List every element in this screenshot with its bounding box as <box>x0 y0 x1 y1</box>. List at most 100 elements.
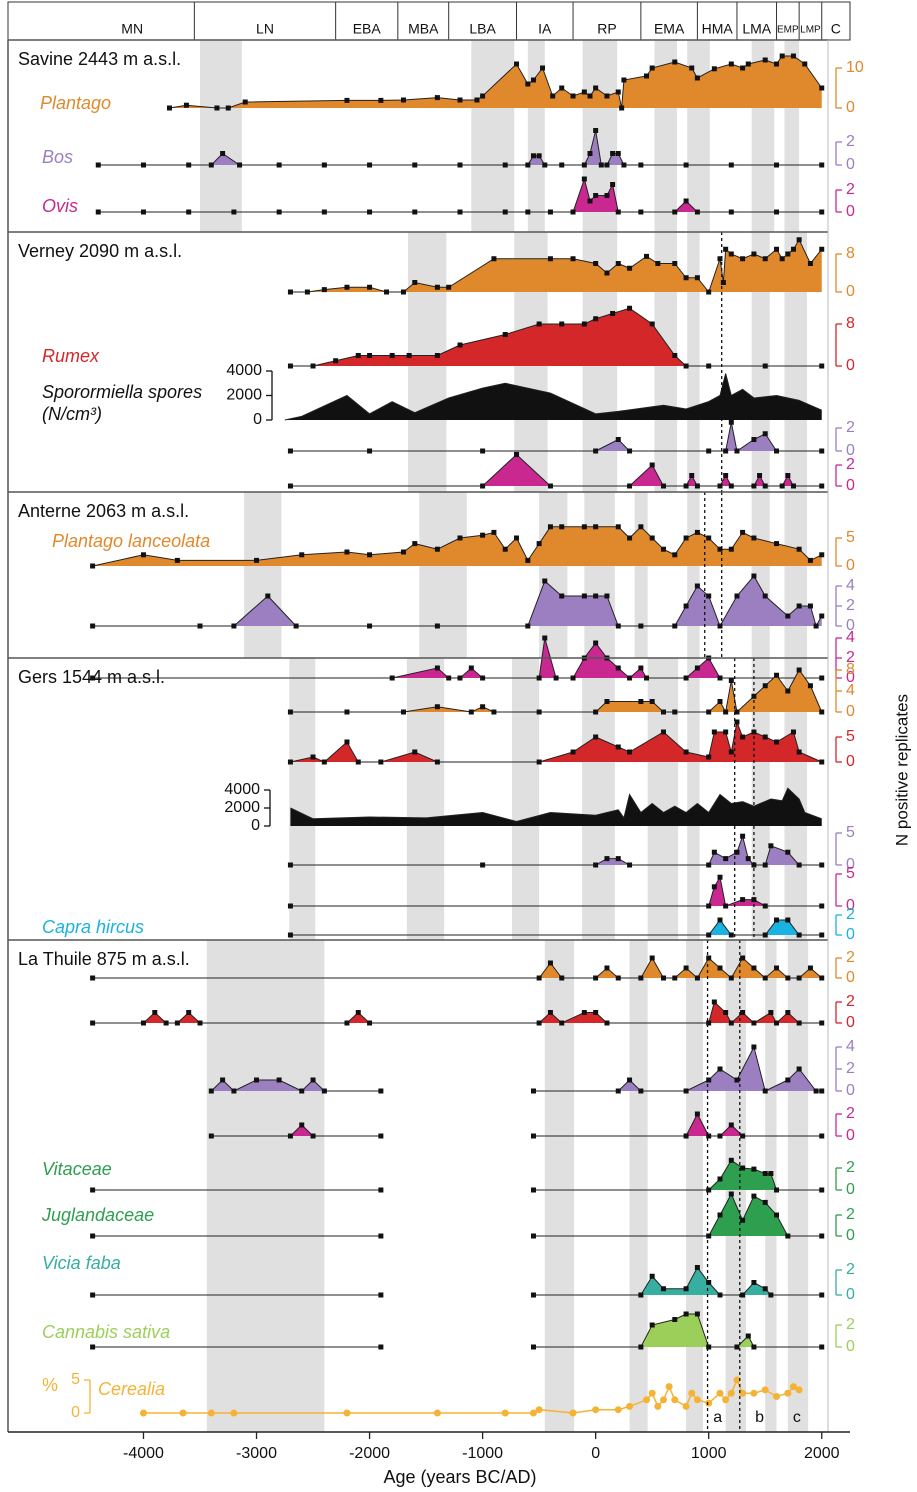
point <box>728 251 734 257</box>
point <box>683 675 689 681</box>
point <box>627 448 633 454</box>
point <box>796 1020 802 1026</box>
point <box>530 77 536 83</box>
area-fill <box>290 877 822 906</box>
area-fill <box>533 1114 822 1136</box>
point <box>819 1133 825 1139</box>
point <box>796 546 802 552</box>
point <box>762 975 768 981</box>
point <box>706 932 712 938</box>
point <box>796 749 802 755</box>
point <box>683 1088 689 1094</box>
point <box>480 675 486 681</box>
point <box>813 1088 819 1094</box>
point <box>570 93 576 99</box>
point <box>694 1311 700 1317</box>
point <box>530 1233 536 1239</box>
point <box>525 209 531 215</box>
point <box>446 675 452 681</box>
area-fill <box>284 373 822 420</box>
point <box>604 193 610 198</box>
point <box>733 1376 741 1384</box>
event-label: c <box>793 1409 801 1426</box>
point <box>819 85 825 91</box>
point <box>434 353 440 358</box>
point <box>649 462 655 468</box>
point <box>722 1396 730 1404</box>
panel-title: Verney 2090 m a.s.l. <box>18 241 182 261</box>
point <box>751 251 757 257</box>
point <box>581 593 587 599</box>
area-fill <box>211 1080 381 1091</box>
point <box>761 1386 769 1394</box>
point <box>694 483 700 489</box>
point <box>542 578 548 584</box>
point <box>480 862 486 868</box>
area-fill <box>533 1267 822 1295</box>
point <box>570 675 576 681</box>
point <box>728 61 734 67</box>
point <box>774 1187 780 1193</box>
point <box>619 105 625 111</box>
point <box>706 903 712 909</box>
series-name: Vicia faba <box>42 1253 121 1273</box>
point <box>610 151 616 156</box>
point <box>412 749 418 755</box>
point <box>659 1396 667 1404</box>
point <box>457 675 463 681</box>
point <box>581 1010 587 1015</box>
point <box>682 1402 690 1410</box>
point <box>530 1133 536 1139</box>
point <box>672 1317 678 1322</box>
point <box>706 1020 712 1026</box>
period-band <box>539 492 568 658</box>
point <box>638 623 644 629</box>
point <box>501 1409 509 1417</box>
point <box>819 1344 825 1350</box>
point <box>378 1187 384 1193</box>
point <box>480 532 486 538</box>
point <box>819 1088 825 1094</box>
point <box>638 699 644 704</box>
y-tick-label: 5 <box>846 865 855 882</box>
x-tick-label: 2000 <box>804 1445 840 1462</box>
point <box>819 1020 825 1026</box>
area-outline <box>92 1159 822 1191</box>
area-fill <box>92 576 822 626</box>
point <box>615 151 621 156</box>
y-tick-label: 0 <box>846 1181 855 1198</box>
panel-title: Savine 2443 m a.s.l. <box>18 49 181 69</box>
point <box>740 1133 746 1139</box>
point <box>299 552 305 558</box>
point <box>819 363 825 369</box>
point <box>293 623 299 629</box>
point <box>615 437 621 442</box>
point <box>615 209 621 215</box>
period-band <box>582 658 615 940</box>
point <box>660 975 666 981</box>
point <box>785 917 791 923</box>
point <box>604 270 610 276</box>
y-tick-label: 10 <box>846 59 864 76</box>
point <box>774 672 780 678</box>
point <box>819 975 825 981</box>
period-band <box>686 940 704 1432</box>
series-name: Vitaceae <box>42 1159 112 1179</box>
point <box>717 1066 723 1072</box>
area-outline <box>98 130 822 166</box>
point <box>751 483 757 489</box>
period-band <box>244 492 282 658</box>
point <box>706 535 712 541</box>
point <box>638 162 644 168</box>
point <box>542 162 548 168</box>
point <box>569 1409 577 1417</box>
area-fill <box>533 1314 822 1347</box>
point <box>717 623 723 629</box>
point <box>774 541 780 547</box>
point <box>502 332 508 337</box>
point <box>751 1280 757 1285</box>
point <box>536 153 542 159</box>
point <box>570 209 576 215</box>
point <box>412 280 418 285</box>
point <box>615 89 621 95</box>
